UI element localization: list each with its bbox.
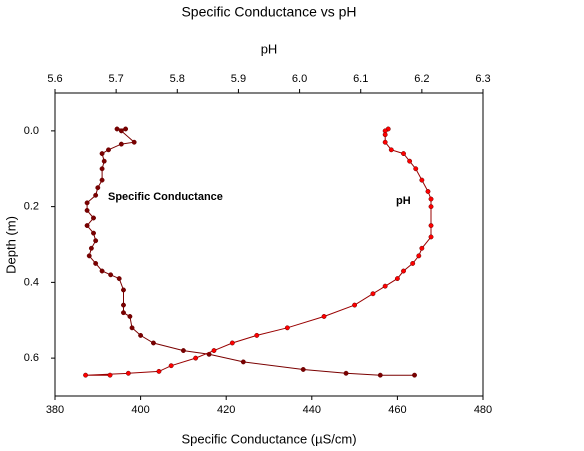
- data-point: [382, 283, 388, 289]
- chart-title: Specific Conductance vs pH: [181, 4, 356, 20]
- series-label: Specific Conductance: [108, 191, 223, 203]
- data-point: [193, 355, 199, 361]
- data-point: [394, 276, 400, 282]
- data-point: [428, 196, 434, 202]
- data-point: [254, 332, 260, 338]
- data-point: [401, 268, 406, 274]
- data-point: [211, 348, 217, 353]
- data-point: [91, 215, 96, 221]
- x-tick-label: 420: [217, 404, 235, 416]
- series-line: [86, 128, 415, 376]
- data-point: [118, 128, 124, 134]
- data-point: [106, 147, 111, 153]
- x2-tick-label: 5.9: [231, 73, 246, 85]
- data-point: [428, 223, 434, 229]
- x-tick-label: 480: [474, 404, 492, 416]
- x2-tick-label: 6.1: [353, 73, 368, 85]
- x2-tick-label: 6.2: [414, 73, 429, 85]
- data-point: [93, 260, 99, 266]
- data-point: [116, 276, 122, 282]
- data-point: [343, 370, 349, 376]
- data-point: [401, 151, 406, 157]
- data-point: [121, 302, 126, 308]
- data-point: [118, 141, 124, 147]
- data-point: [121, 310, 126, 316]
- data-point: [127, 314, 133, 319]
- data-point: [388, 147, 394, 153]
- data-point: [428, 234, 434, 240]
- data-point: [83, 372, 89, 378]
- data-point: [125, 370, 131, 376]
- data-point: [114, 126, 120, 132]
- data-point: [99, 166, 105, 172]
- series-line: [85, 128, 432, 376]
- x2-axis-label: pH: [261, 41, 278, 56]
- data-point: [108, 272, 114, 278]
- data-point: [129, 325, 135, 331]
- data-point: [370, 291, 376, 297]
- data-point: [425, 189, 431, 194]
- data-point: [93, 192, 99, 198]
- data-point: [352, 302, 358, 308]
- data-point: [107, 372, 113, 378]
- data-point: [321, 314, 327, 319]
- data-point: [84, 207, 90, 213]
- data-point: [284, 325, 290, 331]
- data-point: [99, 177, 105, 183]
- data-point: [131, 139, 137, 145]
- data-point: [91, 230, 96, 236]
- data-point: [407, 158, 413, 164]
- data-point: [412, 372, 417, 378]
- data-point: [138, 332, 144, 338]
- data-point: [413, 166, 419, 172]
- data-point: [416, 253, 422, 259]
- x-tick-label: 460: [388, 404, 406, 416]
- data-point: [382, 132, 388, 138]
- x-tick-label: 440: [303, 404, 321, 416]
- data-point: [229, 340, 235, 346]
- data-point: [150, 340, 156, 346]
- data-point: [123, 126, 129, 132]
- data-point: [410, 260, 416, 266]
- y-tick-label: 0.6: [24, 352, 39, 364]
- y-tick-label: 0.4: [24, 276, 39, 288]
- data-point: [156, 368, 162, 374]
- data-point: [121, 287, 126, 293]
- data-point: [84, 223, 90, 229]
- data-point: [377, 372, 383, 378]
- data-point: [180, 348, 186, 353]
- data-point: [99, 151, 105, 157]
- y-tick-label: 0.0: [24, 125, 39, 137]
- data-point: [95, 185, 101, 191]
- data-point: [168, 363, 174, 369]
- data-point: [86, 253, 92, 259]
- data-point: [88, 245, 94, 251]
- x2-tick-label: 6.0: [292, 73, 307, 85]
- series-label: pH: [396, 195, 411, 207]
- data-point: [84, 200, 90, 206]
- x2-tick-label: 6.3: [475, 73, 490, 85]
- plot-frame: [54, 92, 484, 397]
- y-tick-label: 0.2: [24, 201, 39, 213]
- data-point: [93, 238, 99, 244]
- x-axis-label: Specific Conductance (µS/cm): [181, 431, 356, 446]
- data-point: [382, 139, 388, 145]
- x-tick-label: 400: [131, 404, 149, 416]
- data-point: [101, 158, 107, 164]
- x2-tick-label: 5.8: [170, 73, 185, 85]
- data-point: [300, 367, 306, 372]
- data-point: [419, 177, 425, 183]
- data-point: [428, 204, 434, 210]
- data-point: [240, 359, 246, 365]
- x2-tick-label: 5.7: [108, 73, 123, 85]
- y-axis-label: Depth (m): [3, 216, 18, 274]
- data-point: [419, 245, 425, 251]
- x2-tick-label: 5.6: [47, 73, 62, 85]
- data-point: [99, 268, 105, 274]
- x-tick-label: 380: [46, 404, 64, 416]
